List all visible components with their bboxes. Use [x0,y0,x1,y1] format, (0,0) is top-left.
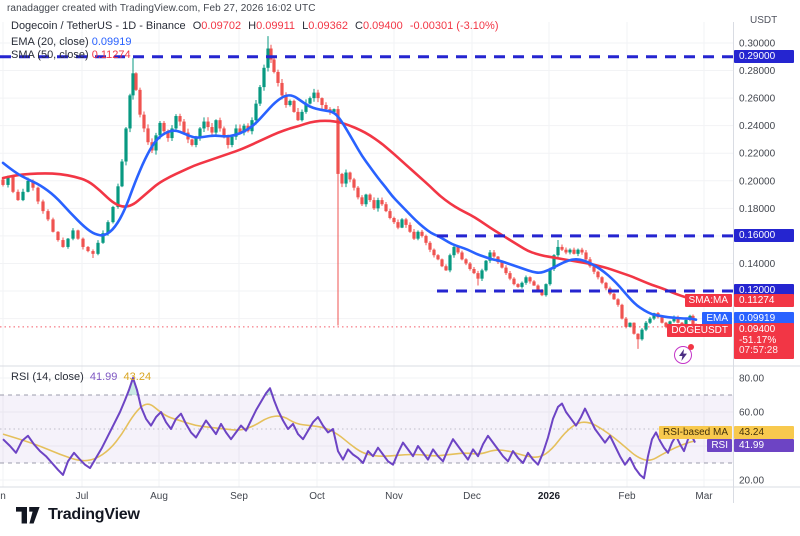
svg-text:Mar: Mar [695,491,713,502]
close-value: 0.09400 [363,20,403,32]
tradingview-logo[interactable]: TradingView [16,506,140,524]
bar-countdown: 07:57:28 [739,345,778,356]
lightning-icon[interactable] [674,344,694,364]
ema-name: EMA (20, close) [11,36,89,48]
ema-axis-label: EMA [702,312,732,325]
level-badge-029: 0.29000 [734,50,794,63]
svg-text:0.18000: 0.18000 [739,204,776,215]
svg-text:Jul: Jul [76,491,89,502]
rsi-ma-axis-value: 43.24 [734,426,794,439]
svg-text:0.24000: 0.24000 [739,121,776,132]
svg-text:Nov: Nov [385,491,403,502]
sma-axis-label: SMA:MA [684,294,732,307]
last-price-value: 0.09400 [739,324,776,335]
rsi-legend[interactable]: RSI (14, close) 41.99 43.24 [11,371,151,383]
svg-text:Aug: Aug [150,491,168,502]
svg-text:0.26000: 0.26000 [739,94,776,105]
rsi-ma-value: 43.24 [123,371,152,383]
svg-text:Oct: Oct [309,491,325,502]
rsi-value: 41.99 [89,371,118,383]
low-value: 0.09362 [308,20,348,32]
rsi-axis-label: RSI [707,439,732,452]
ema-value: 0.09919 [91,36,132,48]
symbol-title: Dogecoin / TetherUS - 1D - Binance [11,20,186,32]
level-badge-012: 0.12000 [734,284,794,297]
svg-text:Feb: Feb [618,491,636,502]
high-value: 0.09911 [256,20,296,32]
level-badge-016: 0.16000 [734,229,794,242]
svg-text:0.22000: 0.22000 [739,149,776,160]
rsi-name: RSI (14, close) [11,371,84,383]
ema-legend[interactable]: EMA (20, close) 0.09919 [11,36,131,48]
change-value: -0.00301 (-3.10%) [409,20,499,32]
sma-legend[interactable]: SMA (50, close) 0.11274 [11,49,131,61]
attribution-text: ranadagger created with TradingView.com,… [7,3,316,14]
rsi-axis-value: 41.99 [734,439,794,452]
svg-text:80.00: 80.00 [739,374,764,385]
svg-text:20.00: 20.00 [739,476,764,487]
change-percent: -51.17% [739,334,777,346]
ema-axis-value: 0.09919 [734,312,794,325]
svg-text:60.00: 60.00 [739,408,764,419]
sma-value: 0.11274 [91,49,131,61]
svg-text:0.14000: 0.14000 [739,259,776,270]
symbol-axis-label: DOGEUSDT [667,324,732,337]
price-scale-unit[interactable]: USDT [750,15,778,26]
notification-dot [688,344,694,350]
svg-text:0.20000: 0.20000 [739,176,776,187]
rsi-ma-axis-label: RSI-based MA [658,426,732,439]
svg-text:Dec: Dec [463,491,481,502]
open-label: O [192,20,202,32]
sma-name: SMA (50, close) [11,49,89,61]
svg-text:0.28000: 0.28000 [739,66,776,77]
logo-text: TradingView [48,506,140,523]
lightning-bolt-glyph [679,349,688,362]
open-value: 0.09702 [201,20,242,32]
symbol-legend[interactable]: Dogecoin / TetherUS - 1D - Binance O0.09… [11,20,499,32]
svg-text:n: n [0,491,6,502]
tradingview-mark-icon [16,506,40,523]
high-label: H [248,20,257,32]
low-label: L [302,20,309,32]
svg-text:2026: 2026 [538,491,561,502]
svg-text:Sep: Sep [230,491,248,502]
last-price-badge: 0.09400 -51.17% 07:57:28 [734,323,794,359]
sma-axis-value: 0.11274 [734,294,794,307]
close-label: C [355,20,363,32]
svg-text:0.30000: 0.30000 [739,39,776,50]
